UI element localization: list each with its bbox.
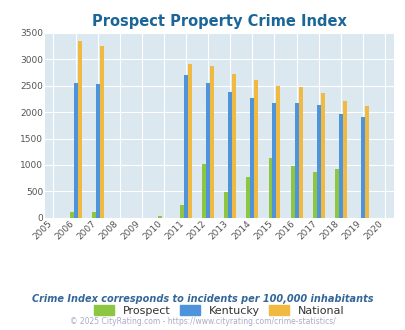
Bar bbox=[294, 103, 298, 218]
Bar bbox=[360, 117, 364, 218]
Bar bbox=[183, 75, 188, 218]
Bar bbox=[96, 84, 100, 218]
Bar bbox=[158, 216, 162, 218]
Bar bbox=[180, 205, 183, 218]
Bar bbox=[77, 42, 81, 218]
Bar bbox=[100, 46, 103, 218]
Text: © 2025 CityRating.com - https://www.cityrating.com/crime-statistics/: © 2025 CityRating.com - https://www.city… bbox=[70, 317, 335, 326]
Text: Crime Index corresponds to incidents per 100,000 inhabitants: Crime Index corresponds to incidents per… bbox=[32, 294, 373, 304]
Bar bbox=[228, 92, 232, 218]
Bar bbox=[70, 212, 73, 218]
Bar bbox=[268, 158, 272, 218]
Bar bbox=[312, 172, 316, 218]
Bar bbox=[276, 86, 280, 218]
Bar bbox=[338, 114, 342, 218]
Title: Prospect Property Crime Index: Prospect Property Crime Index bbox=[92, 14, 346, 29]
Bar bbox=[188, 64, 192, 218]
Bar bbox=[250, 98, 254, 218]
Bar bbox=[316, 105, 320, 218]
Bar bbox=[224, 192, 228, 218]
Bar bbox=[202, 164, 206, 218]
Bar bbox=[272, 103, 276, 218]
Bar bbox=[232, 74, 236, 218]
Bar bbox=[73, 83, 77, 218]
Bar bbox=[246, 177, 250, 218]
Bar bbox=[290, 166, 294, 218]
Bar bbox=[342, 101, 346, 218]
Bar bbox=[206, 82, 210, 218]
Bar bbox=[320, 93, 324, 218]
Bar bbox=[210, 66, 213, 218]
Legend: Prospect, Kentucky, National: Prospect, Kentucky, National bbox=[90, 301, 348, 321]
Bar bbox=[298, 87, 302, 218]
Bar bbox=[364, 106, 368, 218]
Bar bbox=[334, 169, 338, 218]
Bar bbox=[92, 212, 96, 218]
Bar bbox=[254, 80, 258, 218]
